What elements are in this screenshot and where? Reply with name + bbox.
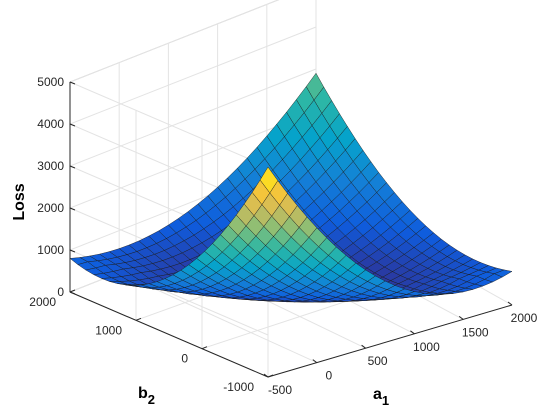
a1-tick-mark [312,359,318,364]
b2-tick-label: 1000 [95,323,122,337]
z-axis-label: Loss [11,183,28,220]
a1-tick-label: 1000 [413,340,440,354]
z-tick-mark [69,165,76,169]
a1-tick-mark [263,373,269,378]
loss-surface [69,72,513,303]
a1-tick-mark [361,344,366,349]
a1-axis-label-base: a [373,386,382,403]
b2-tick-label: -1000 [223,380,254,394]
z-tick-mark [69,207,76,211]
axes-box-front [69,82,513,378]
z-tick-mark [69,291,76,295]
b2-tick-label: 0 [181,352,188,366]
z-tick-label: 5000 [37,75,64,89]
z-tick-mark [69,81,76,85]
a1-axis-label: a1 [373,386,389,408]
a1-axis-line [267,304,513,378]
a1-tick-mark [507,301,513,306]
b2-tick-label: 2000 [29,295,56,309]
b2-axis-label: b2 [138,385,155,407]
b2-axis-ticks: 2000 1000 0 -1000 [29,289,274,394]
b2-axis-label-base: b [138,385,148,402]
z-tick-mark [69,123,76,127]
a1-tick-label: 500 [368,354,388,368]
a1-tick-label: 2000 [511,311,538,325]
z-tick-label: 1000 [37,243,64,257]
b2-tick-mark [135,317,142,321]
b2-tick-mark [267,374,274,378]
b2-tick-mark [201,346,208,350]
a1-tick-label: -500 [268,383,292,397]
a1-axis-ticks: -500 0 500 1000 1500 2000 [263,301,538,397]
z-axis-ticks: 0 1000 2000 3000 4000 5000 [37,75,76,299]
z-tick-label: 0 [57,285,64,299]
b2-tick-mark [69,289,76,293]
z-tick-label: 2000 [37,201,64,215]
z-tick-mark [69,249,76,253]
a1-tick-mark [410,330,415,335]
z-tick-label: 3000 [37,159,64,173]
b2-axis-line [69,291,269,378]
a1-tick-mark [458,315,464,320]
b2-axis-label-sub: 2 [148,392,155,407]
a1-tick-label: 1500 [462,325,489,339]
a1-axis-label-sub: 1 [382,393,389,408]
a1-tick-label: 0 [325,369,332,383]
z-tick-label: 4000 [37,117,64,131]
surface-patch [259,166,279,194]
